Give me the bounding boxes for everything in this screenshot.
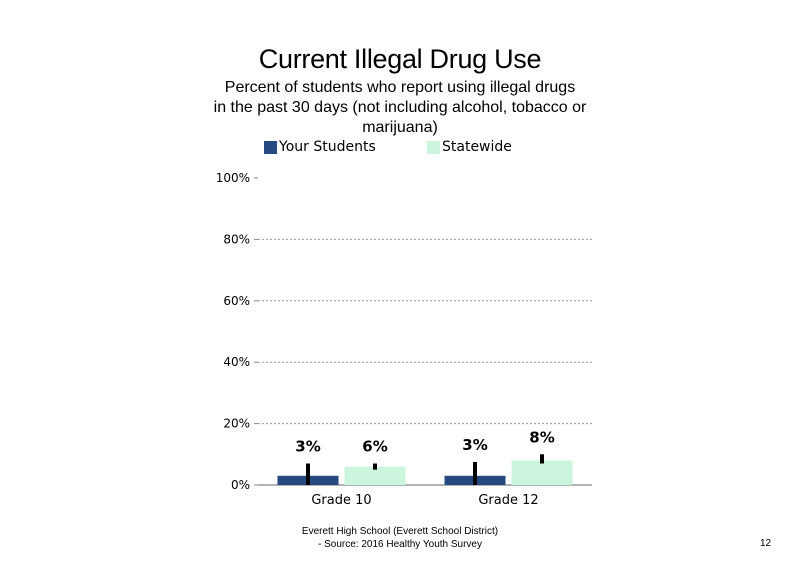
y-tick-label: 80% <box>223 232 250 246</box>
y-tick-label: 100% <box>216 171 250 185</box>
chart-legend: Your Students Statewide <box>0 139 800 159</box>
chart-title: Current Illegal Drug Use <box>258 44 542 74</box>
legend-label: Your Students <box>279 139 376 155</box>
data-label: 3% <box>295 438 320 456</box>
legend-label: Statewide <box>442 139 512 155</box>
subtitle-line: marijuana) <box>362 119 438 136</box>
chart-subtitle: Percent of students who report using ill… <box>195 78 605 138</box>
y-tick-label: 0% <box>231 478 250 492</box>
x-tick-label: Grade 10 <box>311 493 371 508</box>
footer-source: Everett High School (Everett School Dist… <box>280 525 520 551</box>
bar <box>511 460 573 485</box>
subtitle-line: Percent of students who report using ill… <box>224 79 576 96</box>
x-tick-label: Grade 12 <box>478 493 538 508</box>
y-tick-label: 60% <box>223 294 250 308</box>
data-label: 3% <box>462 436 487 454</box>
data-label: 8% <box>529 428 554 446</box>
legend-item-your-students: Your Students <box>264 139 376 155</box>
data-label: 6% <box>362 438 387 456</box>
y-tick-label: 20% <box>223 417 250 431</box>
legend-item-statewide: Statewide <box>427 139 512 155</box>
page-number: 12 <box>760 538 772 549</box>
legend-swatch <box>264 140 277 154</box>
legend-swatch <box>427 140 440 154</box>
y-tick-label: 40% <box>223 355 250 369</box>
footer-line: Everett High School (Everett School Dist… <box>301 526 499 537</box>
footer-line: - Source: 2016 Healthy Youth Survey <box>318 539 482 550</box>
bar <box>344 466 406 485</box>
subtitle-line: in the past 30 days (not including alcoh… <box>213 99 587 116</box>
